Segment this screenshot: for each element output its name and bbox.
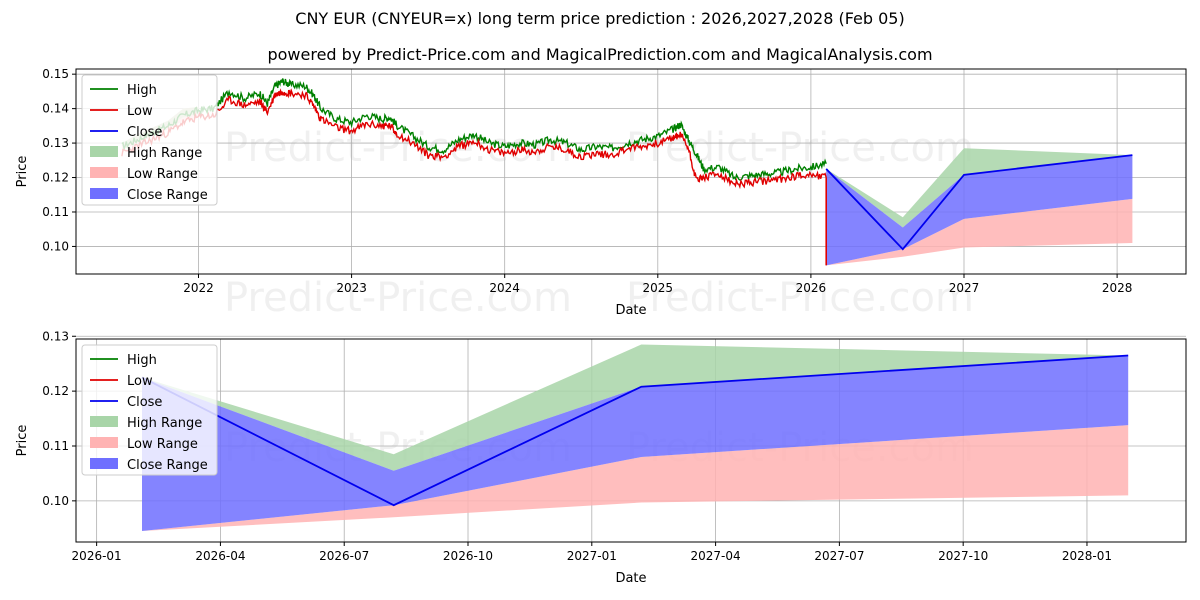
y-tick-label: 0.10 — [42, 494, 69, 508]
x-tick-label: 2028 — [1102, 281, 1133, 295]
plot-area — [121, 78, 1133, 266]
legend-label-close: Close — [127, 395, 162, 410]
x-tick-label: 2026 — [796, 281, 827, 295]
legend-swatch-high-range — [90, 416, 118, 427]
x-tick-label: 2027-07 — [814, 549, 864, 563]
legend-label-close-range: Close Range — [127, 188, 208, 203]
chart-subtitle: powered by Predict-Price.com and Magical… — [267, 45, 933, 64]
legend-label-high: High — [127, 353, 157, 368]
legend-label-low-range: Low Range — [127, 437, 198, 452]
chart-panel-overview: Predict-Price.com Predict-Price.com Predic… — [15, 67, 1187, 321]
x-tick-label: 2027-01 — [567, 549, 617, 563]
x-tick-label: 2023 — [336, 281, 367, 295]
y-tick-label: 0.12 — [42, 384, 69, 398]
watermark-text: Predict-Price.com — [626, 125, 974, 171]
x-tick-label: 2026-07 — [319, 549, 369, 563]
watermark-text: Predict-Price.com — [224, 125, 572, 171]
legend-swatch-high-range — [90, 146, 118, 157]
high-range-band — [826, 148, 1133, 228]
y-tick-label: 0.14 — [42, 102, 69, 116]
y-axis-label: Price — [15, 425, 30, 457]
chart-panel-forecast-detail: Predict-Price.comPredict-Price.com2026-0… — [15, 329, 1187, 586]
y-tick-label: 0.13 — [42, 329, 69, 343]
x-tick-label: 2028-01 — [1062, 549, 1112, 563]
y-tick-label: 0.15 — [42, 67, 69, 81]
axes-frame — [75, 68, 1187, 275]
legend-label-high-range: High Range — [127, 146, 202, 161]
plot-area — [141, 344, 1129, 531]
axes-frame — [75, 338, 1187, 543]
x-axis-label: Date — [615, 571, 646, 586]
high-series-line — [121, 78, 827, 181]
legend-label-high-range: High Range — [127, 416, 202, 431]
legend-swatch-low-range — [90, 437, 118, 448]
legend: High Low Close High Range Low Range Close Ran… — [81, 74, 218, 206]
legend-swatch-low-range — [90, 167, 118, 178]
low-range-band — [826, 198, 1133, 266]
close-range-band — [142, 355, 1129, 531]
legend-label-close-range: Close Range — [127, 458, 208, 473]
legend-swatch-close-range — [90, 458, 118, 469]
legend-label-low: Low — [127, 374, 153, 389]
y-axis-label: Price — [15, 156, 30, 188]
legend-swatch-close-range — [90, 188, 118, 199]
y-tick-label: 0.11 — [42, 205, 69, 219]
y-tick-label: 0.12 — [42, 171, 69, 185]
x-tick-label: 2026-04 — [195, 549, 245, 563]
close-range-band — [826, 155, 1133, 266]
low-series-line — [121, 88, 827, 190]
y-tick-label: 0.13 — [42, 136, 69, 150]
x-tick-label: 2026-10 — [443, 549, 493, 563]
x-tick-label: 2024 — [489, 281, 520, 295]
y-tick-label: 0.10 — [42, 239, 69, 253]
low-range-band — [142, 425, 1129, 531]
watermark-text: Predict-Price.com — [626, 275, 974, 321]
x-tick-label: 2026-01 — [72, 549, 122, 563]
legend-label-low: Low — [127, 104, 153, 119]
legend: High Low Close High Range Low Range Close Ran… — [81, 344, 218, 476]
close-forecast-line — [141, 354, 1129, 507]
chart-title: CNY EUR (CNYEUR=x) long term price predi… — [295, 9, 905, 28]
x-tick-label: 2025 — [643, 281, 674, 295]
legend-label-low-range: Low Range — [127, 167, 198, 182]
legend-label-high: High — [127, 83, 157, 98]
x-axis-label: Date — [615, 303, 646, 318]
x-tick-label: 2027 — [949, 281, 980, 295]
y-tick-label: 0.11 — [42, 439, 69, 453]
close-forecast-line — [825, 154, 1133, 251]
x-tick-label: 2027-04 — [691, 549, 741, 563]
high-range-band — [142, 344, 1129, 471]
x-tick-label: 2027-10 — [938, 549, 988, 563]
x-tick-label: 2022 — [183, 281, 214, 295]
legend-label-close: Close — [127, 125, 162, 140]
watermark-text: Predict-Price.com — [224, 275, 572, 321]
